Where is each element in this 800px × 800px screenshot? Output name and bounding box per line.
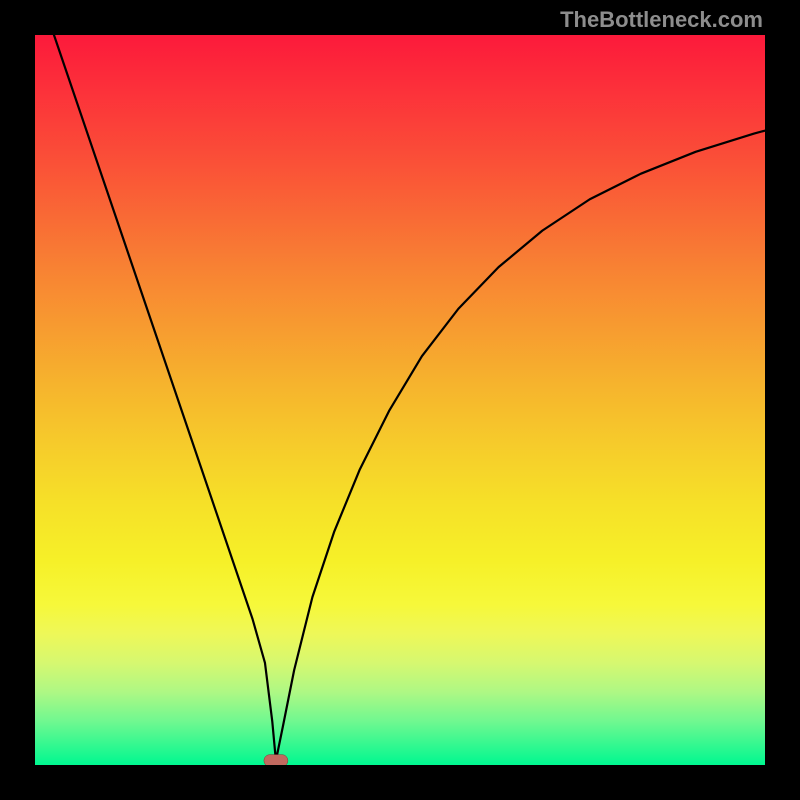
watermark-text: TheBottleneck.com — [560, 7, 763, 33]
chart-frame: TheBottleneck.com — [0, 0, 800, 800]
bottleneck-chart — [35, 35, 765, 765]
gradient-background — [35, 35, 765, 765]
marker-pill — [264, 755, 288, 765]
